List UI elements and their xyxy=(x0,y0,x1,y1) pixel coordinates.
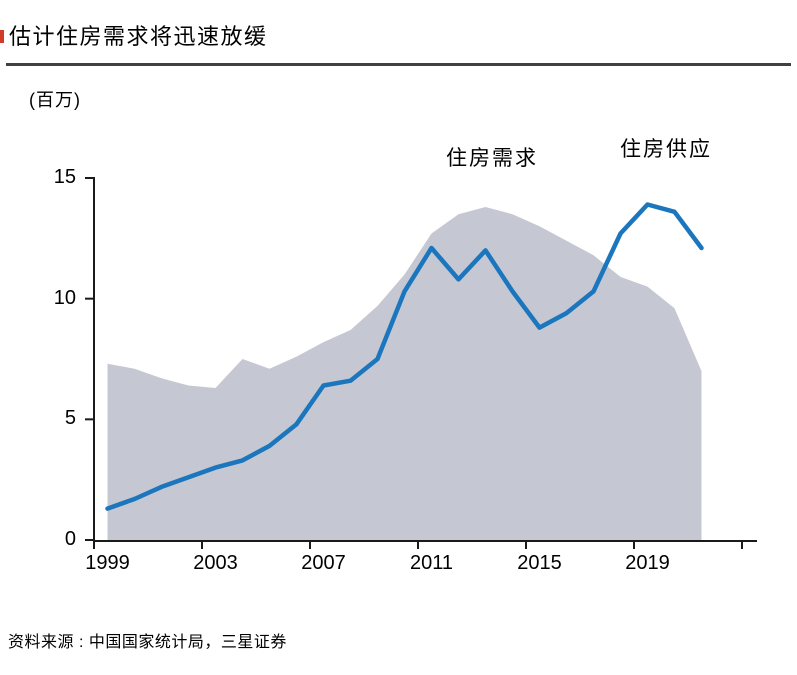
source-note: 资料来源 : 中国国家统计局，三星证券 xyxy=(8,634,287,651)
x-tick-label: 2011 xyxy=(409,552,453,574)
x-tick-label: 1999 xyxy=(85,552,130,574)
annotation-supply: 住房供应 xyxy=(620,138,712,161)
chart-title: 估计住房需求将迅速放缓 xyxy=(9,24,268,49)
red-edge-mark xyxy=(0,30,4,43)
y-tick-label: 15 xyxy=(53,166,76,188)
annotation-demand: 住房需求 xyxy=(446,147,538,170)
y-tick-label: 10 xyxy=(53,286,76,309)
unit-label: (百万) xyxy=(29,90,81,110)
y-tick-label: 5 xyxy=(64,407,76,430)
title-underline xyxy=(6,63,791,66)
x-tick-label: 2015 xyxy=(517,552,562,574)
x-tick-label: 2019 xyxy=(625,552,670,574)
supply-line xyxy=(105,202,704,511)
x-tick-label: 2003 xyxy=(193,552,238,574)
y-tick-label: 0 xyxy=(64,528,76,550)
demand-area xyxy=(107,207,702,540)
x-tick-label: 2007 xyxy=(301,552,346,574)
